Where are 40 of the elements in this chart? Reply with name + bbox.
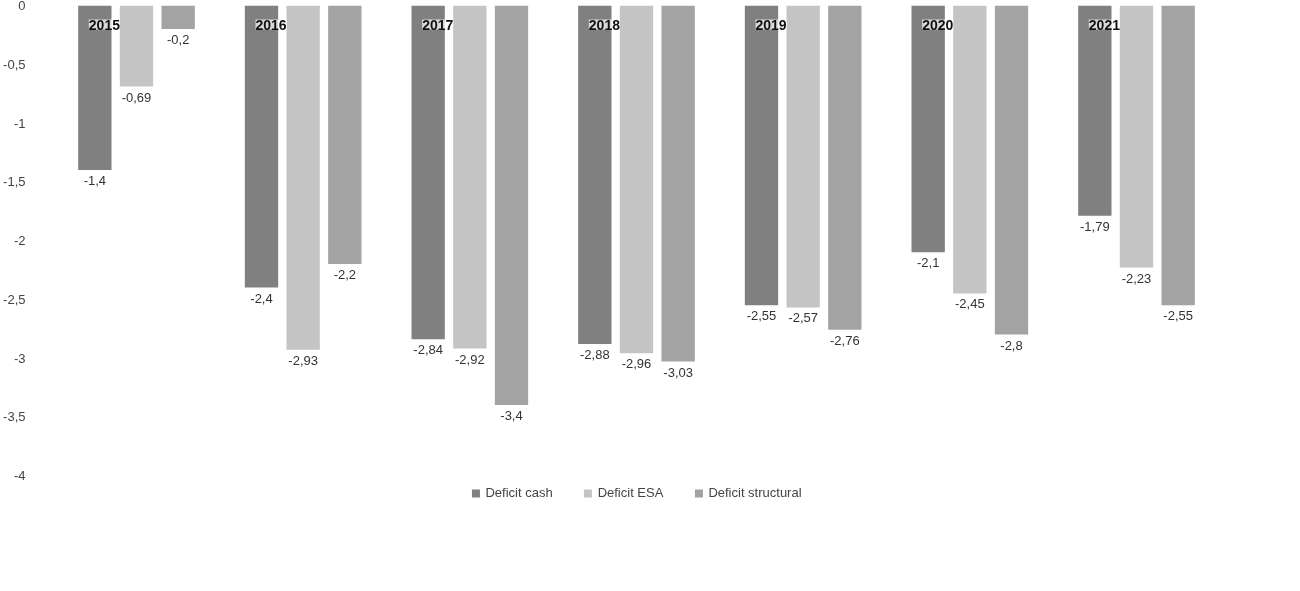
x-tick-label: 2016 xyxy=(255,16,287,33)
data-label: -2,1 xyxy=(916,255,940,271)
y-tick-label: -3,5 xyxy=(3,409,26,425)
data-label: -2,57 xyxy=(788,310,818,326)
x-tick-label: 2020 xyxy=(922,16,954,33)
x-tick-label: 2019 xyxy=(755,16,787,33)
data-label: -2,96 xyxy=(621,356,652,372)
data-label: -2,76 xyxy=(830,332,860,348)
y-tick-label: 0 xyxy=(18,0,26,13)
data-label: -2,45 xyxy=(955,296,985,312)
data-label: -2,93 xyxy=(288,352,318,368)
x-tick-label: 2018 xyxy=(588,16,621,33)
y-tick-label: -0,5 xyxy=(3,56,26,72)
y-tick-label: -1,5 xyxy=(3,174,26,190)
y-tick-label: -2,5 xyxy=(3,291,26,307)
y-tick-label: -3 xyxy=(13,350,26,366)
data-label: -1,4 xyxy=(83,173,107,188)
y-tick-label: -4 xyxy=(13,468,26,483)
x-tick-label: 2021 xyxy=(1088,16,1121,33)
data-label: -2,4 xyxy=(250,290,273,306)
data-label: -0,69 xyxy=(121,89,152,105)
legend-label: Deficit cash xyxy=(485,485,553,500)
y-tick-label: -2 xyxy=(13,233,26,248)
data-label: -2,55 xyxy=(746,308,777,324)
data-label: -2,2 xyxy=(333,267,357,282)
x-tick-label: 2015 xyxy=(88,16,121,33)
data-label: -2,84 xyxy=(413,342,443,358)
legend-label: Deficit structural xyxy=(708,485,802,500)
x-tick-label: 2017 xyxy=(422,16,454,33)
data-label: -2,23 xyxy=(1121,270,1152,286)
legend-label: Deficit ESA xyxy=(597,485,664,500)
data-label: -2,88 xyxy=(580,346,610,362)
data-label: -2,92 xyxy=(455,351,485,367)
data-label: -3,4 xyxy=(500,408,523,423)
data-label: -2,8 xyxy=(1000,337,1023,353)
data-label: -3,03 xyxy=(663,364,693,380)
data-label: -1,79 xyxy=(1080,218,1110,234)
y-tick-label: -1 xyxy=(13,115,26,131)
data-label: -0,2 xyxy=(166,32,190,47)
data-label: -2,55 xyxy=(1163,308,1193,324)
